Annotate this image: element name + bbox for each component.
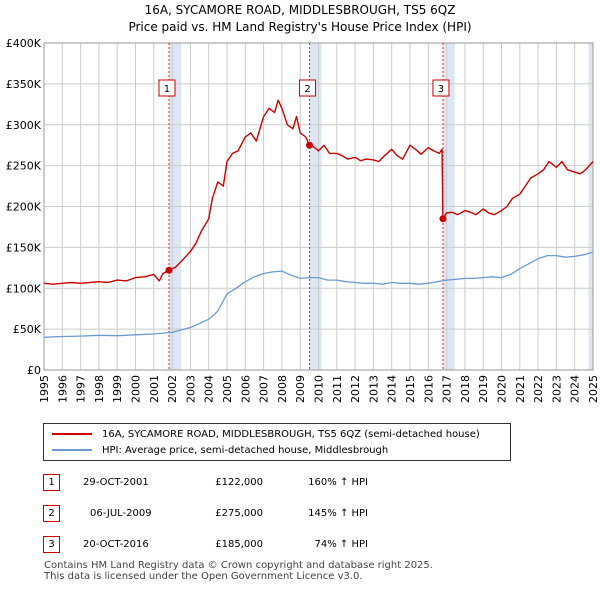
price-chart: £0 £50K £100K £150K £200K £250K £300K £350K £400… [6, 37, 600, 403]
transaction-price: £122,000 [215, 477, 263, 488]
x-tick-label: 2001 [148, 375, 161, 403]
x-tick-label: 2008 [276, 375, 289, 403]
y-tick-label: £200K [6, 201, 42, 214]
plot-border [43, 42, 594, 371]
x-tick-label: 2016 [422, 375, 435, 403]
x-tick-label: 2003 [184, 375, 197, 403]
y-tick-label: £400K [6, 37, 42, 50]
sale-label-box [432, 79, 450, 97]
x-tick-label: 2014 [386, 375, 399, 403]
legend: 16A, SYCAMORE ROAD, MIDDLESBROUGH, TS5 6… [43, 423, 511, 461]
y-tick-label: £0 [27, 364, 41, 377]
x-tick-label: 2019 [477, 375, 490, 403]
x-tick-label: 2005 [221, 375, 234, 403]
x-tick-label: 1998 [93, 375, 106, 403]
legend-swatch-hpi [52, 449, 92, 451]
sale-label: 3 [438, 84, 444, 95]
transaction-date: 06-JUL-2009 [90, 508, 152, 519]
x-tick-label: 2021 [514, 375, 527, 403]
footer-line-2: This data is licensed under the Open Gov… [44, 571, 363, 582]
y-tick-label: £250K [6, 160, 42, 173]
sale-point [165, 266, 173, 274]
transaction-marker: 1 [43, 474, 60, 491]
x-tick-label: 2024 [569, 375, 582, 403]
sale-label-box [299, 79, 317, 97]
x-tick-label: 2012 [349, 375, 362, 403]
x-tick-label: 2013 [367, 375, 380, 403]
sale-point [439, 215, 447, 223]
legend-item-property: 16A, SYCAMORE ROAD, MIDDLESBROUGH, TS5 6… [52, 427, 480, 443]
transaction-date: 20-OCT-2016 [83, 539, 149, 550]
y-tick-label: £50K [13, 323, 42, 336]
x-tick-label: 2023 [550, 375, 563, 403]
x-tick-label: 2010 [313, 375, 326, 403]
transaction-hpi-change: 145% ↑ HPI [308, 508, 368, 519]
x-tick-label: 2011 [331, 375, 344, 403]
legend-label-hpi: HPI: Average price, semi-detached house,… [102, 445, 389, 456]
hpi-line [43, 251, 594, 338]
x-tick-label: 1997 [75, 375, 88, 403]
x-tick-label: 1999 [111, 375, 124, 403]
y-tick-label: £100K [6, 282, 42, 295]
sale-point [306, 141, 314, 149]
footer: Contains HM Land Registry data © Crown c… [44, 560, 433, 582]
x-tick-label: 2015 [404, 375, 417, 403]
legend-item-hpi: HPI: Average price, semi-detached house,… [52, 443, 388, 459]
x-tick-label: 2018 [459, 375, 472, 403]
x-tick-label: 1995 [38, 375, 51, 403]
x-tick-label: 2004 [203, 375, 216, 403]
transaction-hpi-change: 160% ↑ HPI [308, 477, 368, 488]
footer-line-1: Contains HM Land Registry data © Crown c… [44, 560, 433, 571]
sale-label: 1 [164, 84, 170, 95]
transaction-marker: 3 [43, 536, 60, 553]
transaction-date: 29-OCT-2001 [83, 477, 149, 488]
transaction-marker: 2 [43, 505, 60, 522]
sale-label-box [158, 79, 176, 97]
title-line-2: Price paid vs. HM Land Registry's House … [128, 20, 472, 34]
chart-title: 16A, SYCAMORE ROAD, MIDDLESBROUGH, TS5 6… [0, 2, 600, 36]
x-tick-label: 2020 [496, 375, 509, 403]
x-tick-label: 2009 [294, 375, 307, 403]
legend-label-property: 16A, SYCAMORE ROAD, MIDDLESBROUGH, TS5 6… [102, 429, 480, 440]
transaction-hpi-change: 74% ↑ HPI [314, 539, 368, 550]
title-line-1: 16A, SYCAMORE ROAD, MIDDLESBROUGH, TS5 6… [144, 3, 456, 17]
x-tick-label: 1996 [56, 375, 69, 403]
x-tick-label: 2000 [130, 375, 143, 403]
legend-swatch-property [52, 433, 92, 435]
transaction-price: £185,000 [215, 539, 263, 550]
x-tick-label: 2017 [441, 375, 454, 403]
y-tick-label: £300K [6, 119, 42, 132]
x-tick-label: 2022 [532, 375, 545, 403]
x-tick-label: 2002 [166, 375, 179, 403]
y-tick-label: £350K [6, 78, 42, 91]
y-tick-label: £150K [6, 241, 42, 254]
sale-label: 2 [304, 84, 310, 95]
x-tick-label: 2007 [258, 375, 271, 403]
x-tick-label: 2025 [587, 375, 600, 403]
x-tick-label: 2006 [239, 375, 252, 403]
transaction-price: £275,000 [215, 508, 263, 519]
